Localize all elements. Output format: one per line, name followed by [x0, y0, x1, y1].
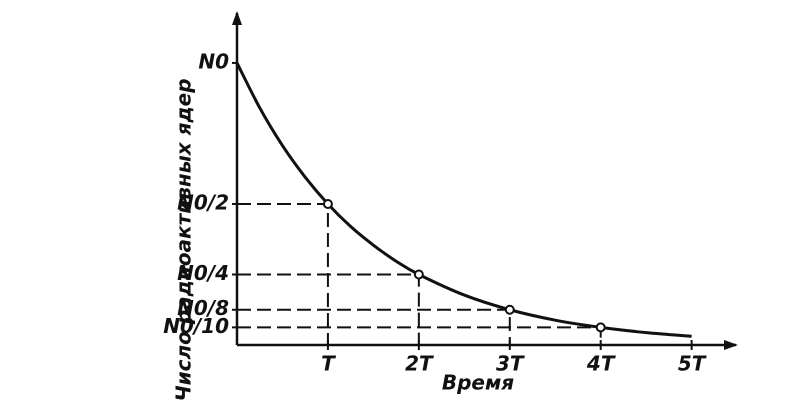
y-tick-label: N0/2: [177, 190, 229, 214]
x-tick-label: T: [321, 352, 336, 376]
y-tick-label: N0/4: [177, 261, 229, 285]
x-axis-arrow: [724, 340, 738, 350]
x-tick-label: 2T: [405, 352, 434, 376]
x-tick-label: 3T: [496, 352, 525, 376]
data-point: [322, 198, 333, 209]
y-axis-label: Число радиоактивных ядер: [172, 78, 196, 401]
data-point: [595, 322, 606, 333]
y-tick-label: N0: [198, 49, 229, 73]
y-tick-label: N0/10: [163, 314, 229, 338]
data-point: [413, 269, 424, 280]
x-axis-label: Время: [442, 371, 514, 395]
y-axis-arrow: [232, 11, 242, 25]
x-tick-label: 5T: [678, 352, 707, 376]
x-tick-label: 4T: [586, 352, 616, 376]
y-tick-label: N0/8: [177, 296, 229, 320]
data-point: [504, 304, 515, 315]
decay-curve: [235, 62, 692, 338]
